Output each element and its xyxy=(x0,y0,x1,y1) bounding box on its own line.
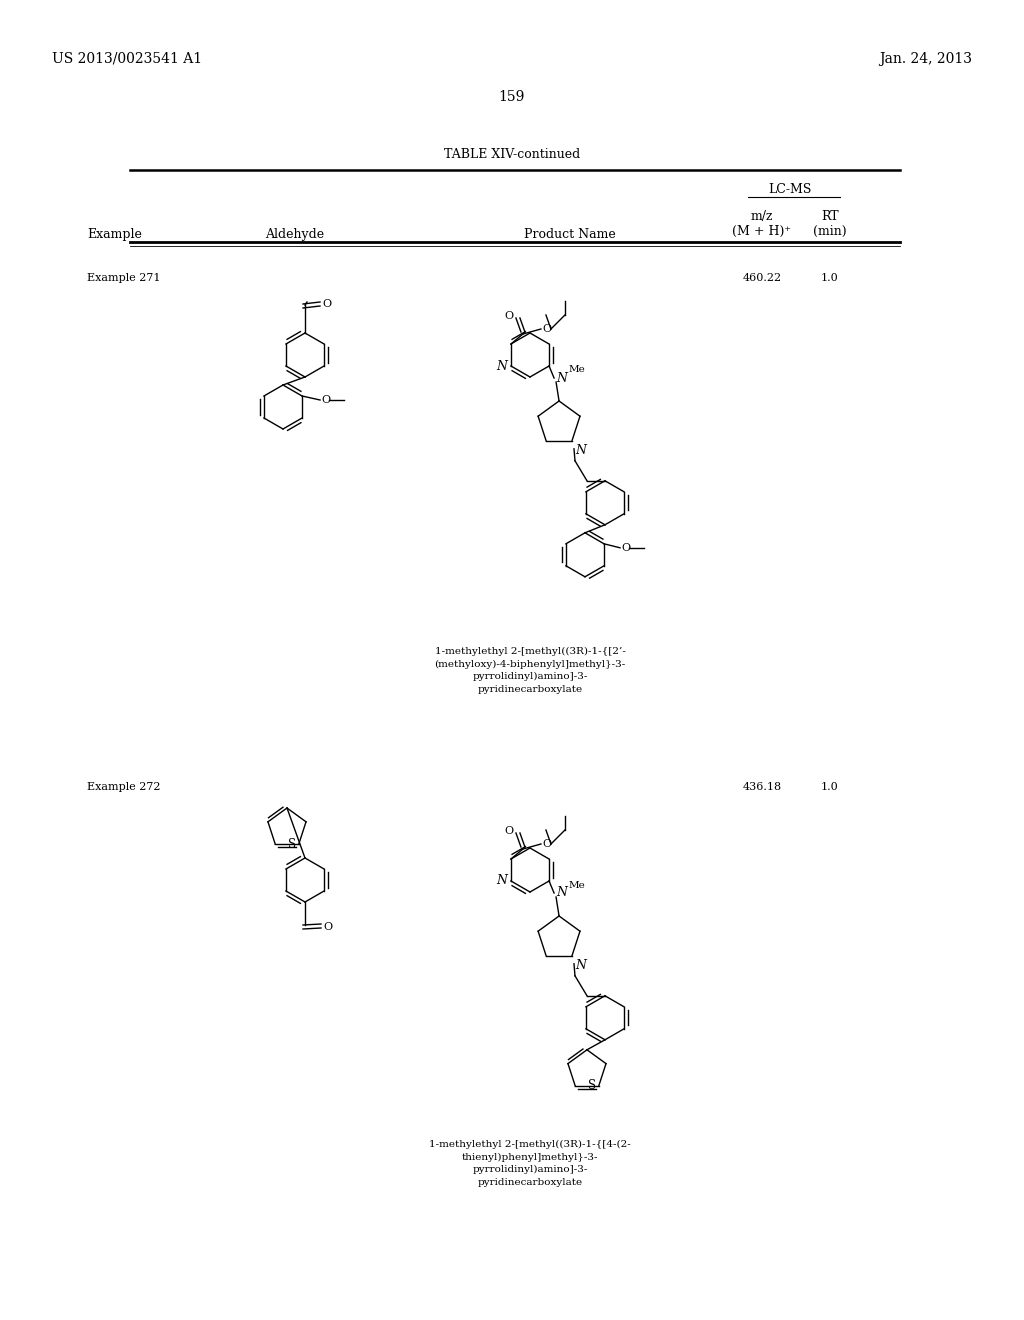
Text: O: O xyxy=(505,826,514,836)
Text: 159: 159 xyxy=(499,90,525,104)
Text: LC-MS: LC-MS xyxy=(768,183,812,195)
Text: O: O xyxy=(322,300,331,309)
Text: O: O xyxy=(542,840,551,849)
Text: Me: Me xyxy=(568,366,585,375)
Text: 436.18: 436.18 xyxy=(742,781,781,792)
Text: N: N xyxy=(575,444,586,457)
Text: 1-methylethyl 2-[methyl((3R)-1-{[2’-
(methyloxy)-4-biphenylyl]methyl}-3-
pyrroli: 1-methylethyl 2-[methyl((3R)-1-{[2’- (me… xyxy=(434,647,626,694)
Text: N: N xyxy=(575,958,586,972)
Text: S: S xyxy=(288,838,296,850)
Text: Example 272: Example 272 xyxy=(87,781,161,792)
Text: N: N xyxy=(496,359,507,372)
Text: m/z: m/z xyxy=(751,210,773,223)
Text: 1.0: 1.0 xyxy=(821,273,839,282)
Text: Product Name: Product Name xyxy=(524,228,615,242)
Text: O: O xyxy=(505,312,514,321)
Text: TABLE XIV-continued: TABLE XIV-continued xyxy=(443,148,581,161)
Text: O: O xyxy=(621,543,630,553)
Text: Example: Example xyxy=(87,228,142,242)
Text: N: N xyxy=(556,887,567,899)
Text: 1.0: 1.0 xyxy=(821,781,839,792)
Text: N: N xyxy=(496,874,507,887)
Text: Me: Me xyxy=(568,880,585,890)
Text: O: O xyxy=(542,323,551,334)
Text: RT: RT xyxy=(821,210,839,223)
Text: 1-methylethyl 2-[methyl((3R)-1-{[4-(2-
thienyl)phenyl]methyl}-3-
pyrrolidinyl)am: 1-methylethyl 2-[methyl((3R)-1-{[4-(2- t… xyxy=(429,1139,631,1187)
Text: O: O xyxy=(323,921,332,932)
Text: Aldehyde: Aldehyde xyxy=(265,228,325,242)
Text: 460.22: 460.22 xyxy=(742,273,781,282)
Text: O: O xyxy=(322,395,330,405)
Text: Example 271: Example 271 xyxy=(87,273,161,282)
Text: (min): (min) xyxy=(813,224,847,238)
Text: Jan. 24, 2013: Jan. 24, 2013 xyxy=(879,51,972,66)
Text: N: N xyxy=(556,371,567,384)
Text: US 2013/0023541 A1: US 2013/0023541 A1 xyxy=(52,51,202,66)
Text: (M + H)⁺: (M + H)⁺ xyxy=(732,224,792,238)
Text: S: S xyxy=(588,1080,596,1093)
